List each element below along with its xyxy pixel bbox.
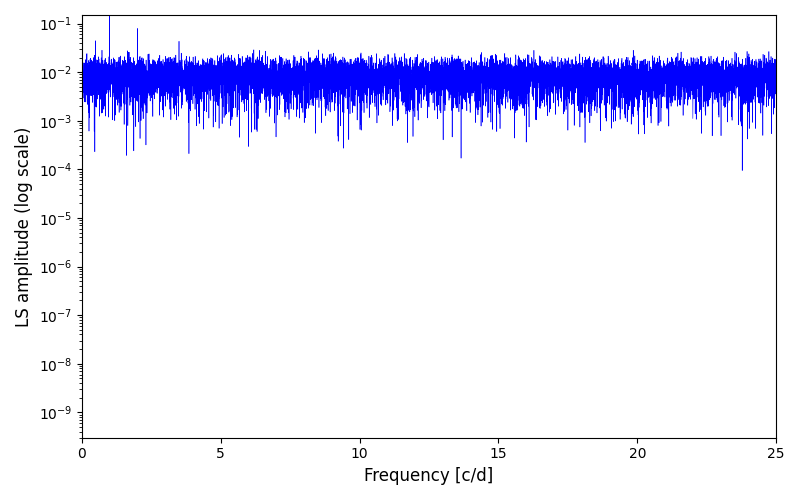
Y-axis label: LS amplitude (log scale): LS amplitude (log scale) [15,126,33,326]
X-axis label: Frequency [c/d]: Frequency [c/d] [364,467,494,485]
